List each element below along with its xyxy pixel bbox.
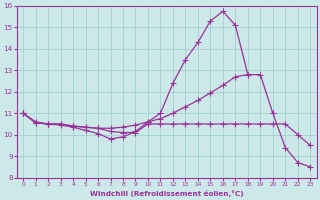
X-axis label: Windchill (Refroidissement éolien,°C): Windchill (Refroidissement éolien,°C) — [90, 190, 244, 197]
